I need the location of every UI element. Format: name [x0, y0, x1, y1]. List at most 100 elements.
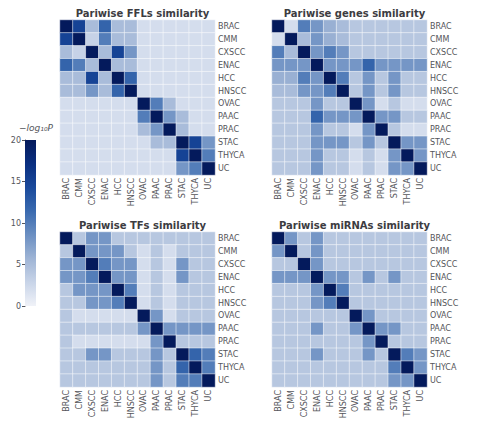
svg-text:CMM: CMM	[430, 35, 449, 44]
svg-text:UC: UC	[430, 164, 442, 173]
svg-text:OVAC: OVAC	[351, 390, 360, 412]
svg-text:BRAC: BRAC	[274, 178, 283, 200]
svg-text:UC: UC	[204, 178, 213, 190]
svg-text:PAAC: PAAC	[364, 178, 373, 199]
svg-text:THYCA: THYCA	[217, 363, 245, 372]
svg-text:UC: UC	[430, 376, 442, 385]
svg-text:OVAC: OVAC	[351, 178, 360, 200]
svg-text:HNSCC: HNSCC	[339, 178, 348, 207]
svg-text:THYCA: THYCA	[403, 389, 412, 417]
svg-text:ENAC: ENAC	[313, 178, 322, 200]
svg-text:CXSCC: CXSCC	[218, 260, 246, 269]
svg-text:OVAC: OVAC	[430, 311, 452, 320]
svg-text:HCC: HCC	[326, 390, 335, 408]
svg-text:PAAC: PAAC	[430, 112, 451, 121]
svg-text:HCC: HCC	[326, 178, 335, 196]
svg-text:ENAC: ENAC	[218, 61, 240, 70]
svg-text:CMM: CMM	[430, 247, 449, 256]
svg-text:BRAC: BRAC	[62, 178, 71, 200]
svg-text:HCC: HCC	[114, 390, 123, 408]
svg-text:PRAC: PRAC	[430, 337, 451, 346]
svg-text:UC: UC	[416, 178, 425, 190]
svg-text:STAC: STAC	[218, 138, 239, 147]
svg-text:HCC: HCC	[430, 286, 448, 295]
svg-text:PAAC: PAAC	[430, 324, 451, 333]
svg-text:HNSCC: HNSCC	[218, 87, 247, 96]
svg-text:STAC: STAC	[178, 178, 187, 199]
svg-text:OVAC: OVAC	[218, 99, 240, 108]
svg-text:UC: UC	[218, 164, 230, 173]
svg-text:CXSCC: CXSCC	[88, 390, 97, 418]
svg-text:BRAC: BRAC	[62, 390, 71, 412]
svg-text:STAC: STAC	[390, 390, 399, 411]
svg-text:Pariwise FFLs similarity: Pariwise FFLs similarity	[76, 8, 210, 19]
svg-text:THYCA: THYCA	[217, 151, 245, 160]
svg-text:HCC: HCC	[430, 74, 448, 83]
svg-text:CXSCC: CXSCC	[430, 48, 458, 57]
svg-text:HCC: HCC	[218, 74, 236, 83]
svg-text:OVAC: OVAC	[139, 390, 148, 412]
svg-text:HCC: HCC	[218, 286, 236, 295]
svg-text:CXSCC: CXSCC	[430, 260, 458, 269]
svg-text:UC: UC	[218, 376, 230, 385]
svg-text:BRAC: BRAC	[430, 234, 452, 243]
svg-text:THYCA: THYCA	[429, 151, 457, 160]
svg-text:5: 5	[16, 260, 21, 269]
svg-text:BRAC: BRAC	[430, 22, 452, 31]
svg-text:CXSCC: CXSCC	[300, 390, 309, 418]
svg-text:ENAC: ENAC	[430, 273, 452, 282]
svg-text:ENAC: ENAC	[218, 273, 240, 282]
svg-text:CMM: CMM	[75, 390, 84, 409]
svg-text:STAC: STAC	[430, 350, 451, 359]
svg-text:STAC: STAC	[430, 138, 451, 147]
svg-text:PRAC: PRAC	[218, 337, 239, 346]
svg-text:CMM: CMM	[218, 35, 237, 44]
svg-text:Pariwise miRNAs similarity: Pariwise miRNAs similarity	[279, 220, 431, 231]
svg-text:−log₁₀P: −log₁₀P	[19, 123, 53, 133]
svg-text:THYCA: THYCA	[429, 363, 457, 372]
svg-text:Pariwise genes similarity: Pariwise genes similarity	[284, 8, 426, 19]
svg-text:PAAC: PAAC	[218, 112, 239, 121]
svg-text:THYCA: THYCA	[191, 389, 200, 417]
svg-text:10: 10	[11, 219, 21, 228]
svg-text:ENAC: ENAC	[313, 390, 322, 412]
svg-text:CMM: CMM	[287, 390, 296, 409]
svg-text:PAAC: PAAC	[152, 178, 161, 199]
svg-text:OVAC: OVAC	[430, 99, 452, 108]
svg-text:CXSCC: CXSCC	[88, 178, 97, 206]
svg-text:0: 0	[16, 302, 21, 311]
svg-text:CXSCC: CXSCC	[218, 48, 246, 57]
svg-text:THYCA: THYCA	[403, 177, 412, 205]
svg-text:HNSCC: HNSCC	[218, 299, 247, 308]
svg-text:ENAC: ENAC	[101, 390, 110, 412]
svg-text:OVAC: OVAC	[218, 311, 240, 320]
svg-text:PAAC: PAAC	[364, 390, 373, 411]
svg-text:HCC: HCC	[114, 178, 123, 196]
svg-text:UC: UC	[204, 390, 213, 402]
svg-text:CMM: CMM	[287, 178, 296, 197]
svg-text:PRAC: PRAC	[430, 125, 451, 134]
svg-text:HNSCC: HNSCC	[127, 178, 136, 207]
svg-text:HNSCC: HNSCC	[430, 299, 459, 308]
svg-text:PRAC: PRAC	[218, 125, 239, 134]
svg-text:CXSCC: CXSCC	[300, 178, 309, 206]
svg-text:PAAC: PAAC	[152, 390, 161, 411]
svg-text:PRAC: PRAC	[165, 178, 174, 199]
svg-text:STAC: STAC	[218, 350, 239, 359]
svg-text:20: 20	[11, 136, 21, 145]
svg-text:OVAC: OVAC	[139, 178, 148, 200]
svg-text:ENAC: ENAC	[430, 61, 452, 70]
svg-text:BRAC: BRAC	[274, 390, 283, 412]
svg-text:HNSCC: HNSCC	[127, 390, 136, 419]
svg-text:THYCA: THYCA	[191, 177, 200, 205]
svg-text:HNSCC: HNSCC	[430, 87, 459, 96]
svg-text:STAC: STAC	[390, 178, 399, 199]
svg-text:ENAC: ENAC	[101, 178, 110, 200]
svg-text:15: 15	[11, 177, 21, 186]
svg-text:Pariwise TFs similarity: Pariwise TFs similarity	[79, 220, 207, 231]
svg-text:PRAC: PRAC	[165, 390, 174, 411]
svg-text:UC: UC	[416, 390, 425, 402]
svg-text:HNSCC: HNSCC	[339, 390, 348, 419]
svg-text:CMM: CMM	[75, 178, 84, 197]
svg-text:BRAC: BRAC	[218, 22, 240, 31]
